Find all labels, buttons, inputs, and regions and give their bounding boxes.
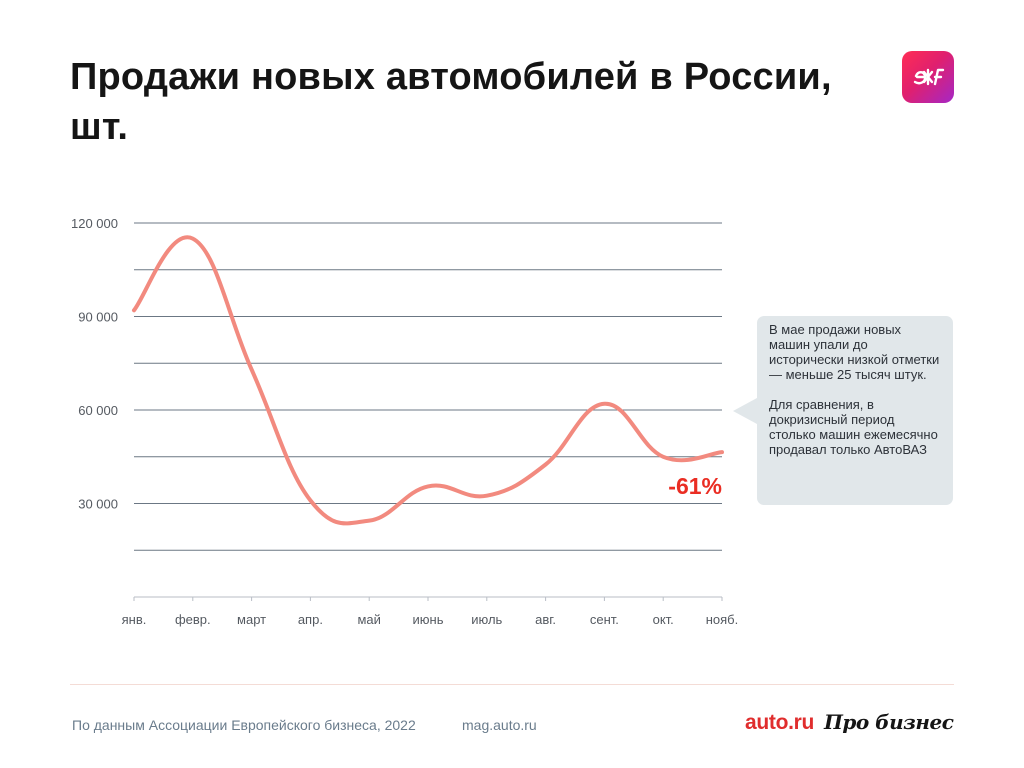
x-tick-label: янв. [122, 612, 147, 627]
x-tick-label: июнь [413, 612, 444, 627]
series-line [132, 235, 724, 526]
change-label: -61% [668, 473, 722, 499]
callout-paragraph-2: Для сравнения, в докризисный период стол… [769, 397, 938, 457]
x-tick-label: июль [471, 612, 502, 627]
callout-paragraph-1: В мае продажи новых машин упали до истор… [769, 322, 940, 382]
annotation-callout: В мае продажи новых машин упали до истор… [733, 316, 953, 505]
x-tick-label: апр. [298, 612, 323, 627]
x-tick-label: февр. [175, 612, 211, 627]
site-link[interactable]: mag.auto.ru [462, 717, 537, 733]
y-tick-label: 30 000 [78, 497, 118, 512]
zh-logo-icon [902, 51, 954, 103]
footer-divider [70, 684, 954, 685]
page-title: Продажи новых автомобилей в России, шт. [70, 56, 832, 148]
y-tick-label: 120 000 [71, 216, 118, 231]
x-tick-label: май [357, 612, 380, 627]
y-tick-label: 60 000 [78, 403, 118, 418]
x-tick-label: сент. [590, 612, 619, 627]
pro-business-logo: Про бизнес [824, 710, 954, 734]
x-tick-label: авг. [535, 612, 556, 627]
source-note: По данным Ассоциации Европейского бизнес… [72, 717, 416, 733]
y-tick-label: 90 000 [78, 310, 118, 325]
x-tick-label: март [237, 612, 266, 627]
auto-ru-logo: auto.ru [745, 711, 815, 734]
x-tick-label: окт. [653, 612, 674, 627]
x-tick-label: нояб. [706, 612, 739, 627]
